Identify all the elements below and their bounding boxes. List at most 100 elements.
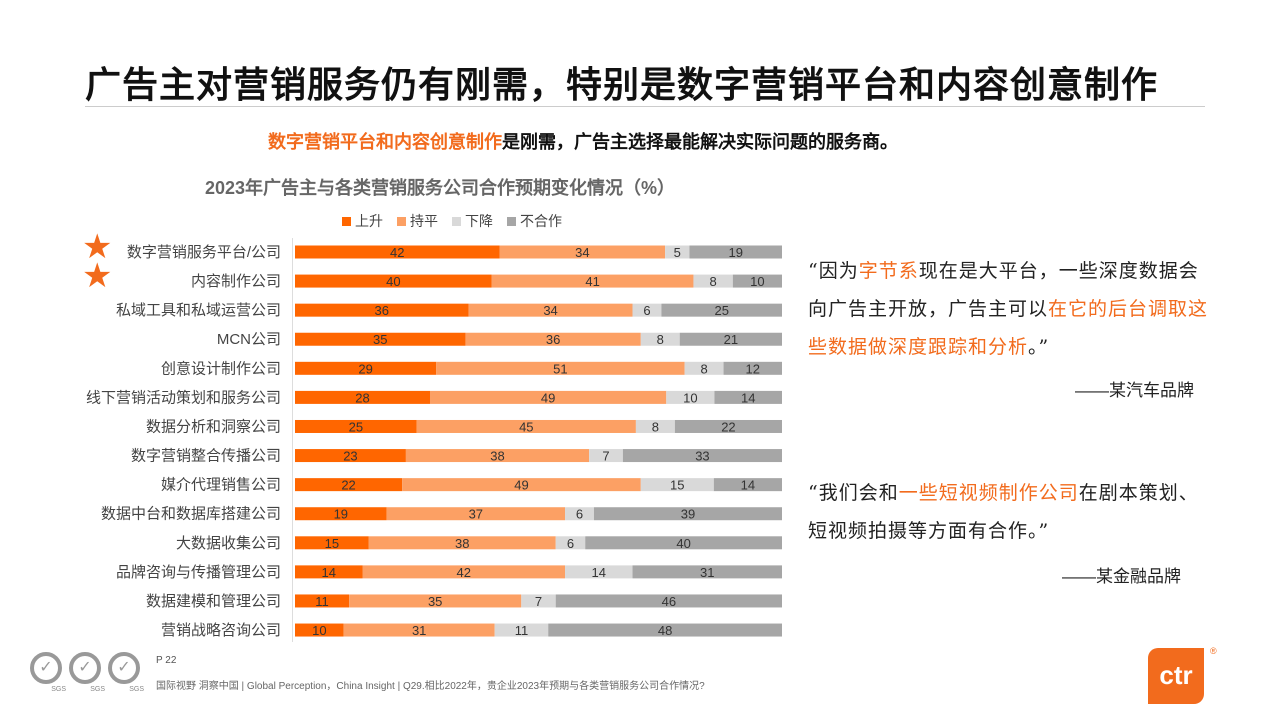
data-label: 21: [724, 332, 738, 347]
data-label: 5: [674, 245, 681, 260]
category-label: 私域工具和私域运营公司: [116, 302, 281, 319]
subtitle-highlight: 数字营销平台和内容创意制作: [268, 132, 502, 152]
data-label: 23: [343, 449, 357, 464]
subtitle-rest: 是刚需，广告主选择最能解决实际问题的服务商。: [502, 132, 898, 152]
sgs-badge: ✓ SGS: [69, 652, 105, 694]
bar-segment-上升: [295, 274, 492, 288]
bar-segment-下降: [565, 565, 633, 579]
bar-segment-持平: [405, 449, 590, 463]
footer-text: 国际视野 洞察中国 | Global Perception，China Insi…: [156, 681, 705, 692]
data-label: 7: [602, 449, 609, 464]
legend-swatch: [342, 217, 351, 226]
category-label: 媒介代理销售公司: [161, 477, 281, 494]
bar-segment-上升: [295, 419, 417, 433]
bar-segment-上升: [295, 303, 469, 317]
data-label: 34: [543, 303, 557, 318]
sgs-badges: ✓ SGS ✓ SGS ✓ SGS: [30, 652, 144, 694]
legend-label: 持平: [410, 213, 438, 229]
quote-text: 现在是大平台，一些深度数据会向广告主开放，广告主可以: [808, 260, 1199, 320]
data-label: 33: [695, 449, 709, 464]
legend-label: 下降: [465, 213, 493, 229]
data-label: 41: [585, 274, 599, 289]
bar-segment-持平: [402, 478, 641, 492]
divider: [85, 106, 1205, 107]
data-label: 19: [334, 507, 348, 522]
quote-1: “因为字节系现在是大平台，一些深度数据会向广告主开放，广告主可以在它的后台调取这…: [808, 252, 1216, 366]
data-label: 11: [515, 623, 529, 638]
sgs-badge: ✓ SGS: [108, 652, 144, 694]
bar-segment-下降: [640, 332, 680, 346]
subtitle: 数字营销平台和内容创意制作是刚需，广告主选择最能解决实际问题的服务商。: [268, 128, 898, 154]
data-label: 37: [469, 507, 483, 522]
quote-text: 在剧本策划、短视频拍摄等方面有合作。”: [808, 482, 1199, 542]
bar-segment-不合作: [555, 594, 782, 608]
bar-segment-上升: [295, 536, 369, 550]
bar-segment-持平: [368, 536, 556, 550]
legend-label: 上升: [355, 213, 383, 229]
data-label: 36: [546, 332, 560, 347]
data-label: 14: [741, 478, 755, 493]
bar-segment-持平: [430, 390, 667, 404]
quote-highlight: 一些短视频制作公司: [898, 482, 1079, 504]
bar-segment-上升: [295, 565, 363, 579]
data-label: 22: [341, 478, 355, 493]
data-label: 8: [657, 332, 664, 347]
bar-segment-不合作: [723, 361, 782, 375]
bar-segment-下降: [665, 245, 690, 259]
bar-segment-上升: [295, 507, 387, 521]
data-label: 14: [741, 390, 755, 405]
category-label: 品牌咨询与传播管理公司: [116, 564, 281, 581]
category-label: 大数据收集公司: [176, 535, 281, 552]
page-number: P 22: [156, 655, 177, 666]
data-label: 25: [714, 303, 728, 318]
data-label: 49: [541, 390, 555, 405]
bar-segment-下降: [635, 419, 675, 433]
bar-segment-持平: [343, 623, 495, 637]
bar-segment-不合作: [593, 507, 782, 521]
sgs-check-icon: ✓: [30, 652, 62, 684]
chart-legend: 上升 持平 下降 不合作: [342, 211, 562, 231]
bar-segment-不合作: [661, 303, 782, 317]
legend-label: 不合作: [520, 213, 562, 229]
data-label: 15: [670, 478, 684, 493]
quote-2: “我们会和一些短视频制作公司在剧本策划、短视频拍摄等方面有合作。”: [808, 474, 1216, 550]
data-label: 36: [375, 303, 389, 318]
data-label: 49: [514, 478, 528, 493]
data-label: 51: [553, 361, 567, 376]
bar-segment-下降: [589, 449, 623, 463]
data-label: 48: [658, 623, 672, 638]
data-label: 42: [390, 245, 404, 260]
quote-text: “我们会和: [808, 482, 899, 504]
bar-segment-不合作: [585, 536, 782, 550]
data-label: 38: [455, 536, 469, 551]
bar-segment-上升: [295, 332, 466, 346]
bar-segment-不合作: [632, 565, 782, 579]
bar-segment-持平: [491, 274, 694, 288]
data-label: 8: [710, 274, 717, 289]
bar-segment-持平: [362, 565, 566, 579]
bar-segment-持平: [386, 507, 566, 521]
quote-1-source: ——某汽车品牌: [1075, 381, 1194, 400]
legend-item: 持平: [397, 211, 438, 231]
category-label: 内容制作公司: [191, 273, 281, 290]
bar-segment-上升: [295, 449, 406, 463]
data-label: 10: [750, 274, 764, 289]
data-label: 39: [681, 507, 695, 522]
category-label: 数字营销服务平台/公司: [127, 244, 281, 261]
data-label: 6: [643, 303, 650, 318]
bar-segment-下降: [521, 594, 556, 608]
data-label: 15: [325, 536, 339, 551]
data-label: 6: [567, 536, 574, 551]
sgs-badge: ✓ SGS: [30, 652, 66, 694]
data-label: 42: [457, 565, 471, 580]
category-label: MCN公司: [217, 331, 281, 348]
data-label: 31: [412, 623, 426, 638]
bar-segment-不合作: [732, 274, 782, 288]
data-label: 8: [700, 361, 707, 376]
category-label: 数据建模和管理公司: [146, 593, 281, 610]
data-label: 10: [683, 390, 697, 405]
bar-segment-下降: [684, 361, 724, 375]
bar-segment-持平: [436, 361, 685, 375]
data-label: 28: [355, 390, 369, 405]
